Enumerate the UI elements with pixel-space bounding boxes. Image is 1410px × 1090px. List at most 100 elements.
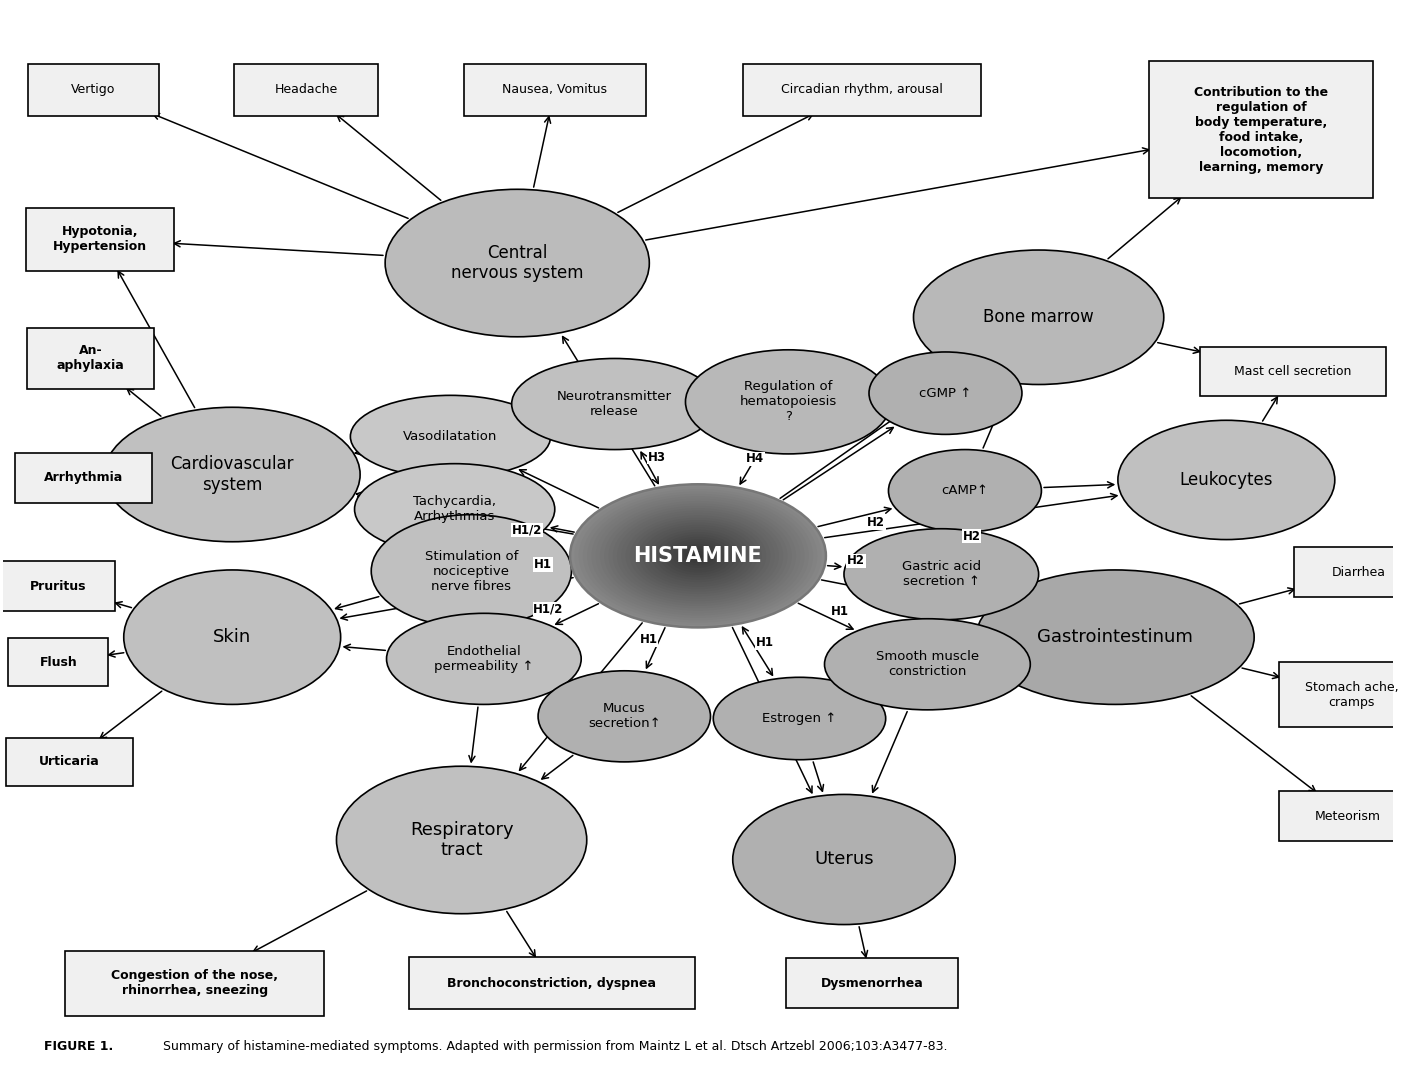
FancyBboxPatch shape bbox=[785, 958, 957, 1008]
FancyBboxPatch shape bbox=[27, 208, 173, 270]
Ellipse shape bbox=[639, 522, 757, 590]
Text: Gastrointestinum: Gastrointestinum bbox=[1038, 628, 1193, 646]
Text: Pruritus: Pruritus bbox=[30, 580, 86, 593]
Ellipse shape bbox=[618, 510, 778, 602]
Ellipse shape bbox=[647, 528, 749, 584]
FancyBboxPatch shape bbox=[1149, 61, 1373, 198]
Ellipse shape bbox=[673, 542, 723, 570]
Ellipse shape bbox=[613, 508, 784, 604]
Ellipse shape bbox=[371, 514, 571, 628]
Ellipse shape bbox=[656, 532, 740, 580]
Text: Stomach ache,
cramps: Stomach ache, cramps bbox=[1304, 680, 1399, 708]
Ellipse shape bbox=[630, 518, 766, 594]
Ellipse shape bbox=[694, 554, 702, 558]
Text: Contribution to the
regulation of
body temperature,
food intake,
locomotion,
lea: Contribution to the regulation of body t… bbox=[1194, 86, 1328, 173]
Text: Smooth muscle
constriction: Smooth muscle constriction bbox=[876, 651, 979, 678]
Ellipse shape bbox=[677, 544, 719, 568]
Text: An-
aphylaxia: An- aphylaxia bbox=[56, 344, 124, 373]
Text: Estrogen ↑: Estrogen ↑ bbox=[763, 712, 836, 725]
FancyBboxPatch shape bbox=[234, 63, 378, 116]
FancyBboxPatch shape bbox=[743, 63, 981, 116]
Ellipse shape bbox=[681, 546, 715, 566]
FancyBboxPatch shape bbox=[6, 738, 134, 786]
Text: Central
nervous system: Central nervous system bbox=[451, 244, 584, 282]
Ellipse shape bbox=[845, 529, 1039, 620]
FancyBboxPatch shape bbox=[28, 63, 158, 116]
Ellipse shape bbox=[689, 552, 706, 560]
Ellipse shape bbox=[622, 513, 774, 598]
FancyBboxPatch shape bbox=[65, 950, 324, 1016]
Ellipse shape bbox=[603, 504, 792, 608]
Text: Tachycardia,
Arrhythmias: Tachycardia, Arrhythmias bbox=[413, 495, 496, 523]
Text: Flush: Flush bbox=[39, 655, 78, 668]
Text: Leukocytes: Leukocytes bbox=[1180, 471, 1273, 489]
Text: Endothelial
permeability ↑: Endothelial permeability ↑ bbox=[434, 645, 533, 673]
Text: HISTAMINE: HISTAMINE bbox=[633, 546, 763, 566]
Text: Circadian rhythm, arousal: Circadian rhythm, arousal bbox=[781, 83, 943, 96]
Text: Mucus
secretion↑: Mucus secretion↑ bbox=[588, 702, 661, 730]
Text: Urticaria: Urticaria bbox=[39, 755, 100, 768]
Ellipse shape bbox=[570, 484, 826, 628]
Text: H4: H4 bbox=[746, 452, 764, 465]
Ellipse shape bbox=[685, 350, 891, 453]
Ellipse shape bbox=[354, 463, 554, 555]
Ellipse shape bbox=[337, 766, 587, 913]
Text: H3: H3 bbox=[647, 450, 666, 463]
Text: H1/2: H1/2 bbox=[512, 523, 543, 536]
Ellipse shape bbox=[888, 449, 1042, 532]
Ellipse shape bbox=[587, 494, 809, 618]
Text: H1: H1 bbox=[756, 637, 774, 649]
Text: H1: H1 bbox=[832, 605, 849, 618]
FancyBboxPatch shape bbox=[409, 957, 695, 1009]
Text: Mast cell secretion: Mast cell secretion bbox=[1234, 365, 1352, 378]
Text: Stimulation of
nociceptive
nerve fibres: Stimulation of nociceptive nerve fibres bbox=[424, 549, 517, 593]
Ellipse shape bbox=[385, 190, 650, 337]
Ellipse shape bbox=[626, 516, 770, 596]
Text: Neurotransmitter
release: Neurotransmitter release bbox=[557, 390, 673, 419]
Text: cGMP ↑: cGMP ↑ bbox=[919, 387, 971, 400]
Text: Gastric acid
secretion ↑: Gastric acid secretion ↑ bbox=[902, 560, 981, 589]
Text: H2: H2 bbox=[847, 555, 864, 567]
Text: Summary of histamine-mediated symptoms. Adapted with permission from Maintz L et: Summary of histamine-mediated symptoms. … bbox=[162, 1040, 948, 1053]
Ellipse shape bbox=[664, 536, 732, 574]
Text: Headache: Headache bbox=[275, 83, 337, 96]
FancyBboxPatch shape bbox=[1279, 662, 1410, 727]
Ellipse shape bbox=[539, 670, 711, 762]
Ellipse shape bbox=[1118, 421, 1335, 540]
Text: Uterus: Uterus bbox=[814, 850, 874, 869]
Text: Nausea, Vomitus: Nausea, Vomitus bbox=[502, 83, 608, 96]
FancyBboxPatch shape bbox=[27, 328, 154, 389]
Text: H1/2: H1/2 bbox=[533, 603, 564, 616]
Ellipse shape bbox=[578, 489, 818, 622]
FancyBboxPatch shape bbox=[16, 452, 151, 502]
Ellipse shape bbox=[591, 496, 805, 616]
Ellipse shape bbox=[574, 486, 822, 625]
Text: Bronchoconstriction, dyspnea: Bronchoconstriction, dyspnea bbox=[447, 977, 657, 990]
Text: Meteorism: Meteorism bbox=[1314, 810, 1380, 823]
Text: H1: H1 bbox=[534, 558, 553, 571]
Ellipse shape bbox=[660, 534, 736, 578]
Ellipse shape bbox=[595, 498, 801, 613]
Ellipse shape bbox=[685, 548, 711, 564]
FancyBboxPatch shape bbox=[1200, 347, 1386, 397]
FancyBboxPatch shape bbox=[1279, 791, 1410, 841]
Text: Respiratory
tract: Respiratory tract bbox=[410, 821, 513, 859]
Text: Regulation of
hematopoiesis
?: Regulation of hematopoiesis ? bbox=[740, 380, 838, 423]
Text: Hypotonia,
Hypertension: Hypotonia, Hypertension bbox=[54, 226, 147, 253]
Ellipse shape bbox=[124, 570, 341, 704]
Ellipse shape bbox=[634, 520, 761, 592]
Ellipse shape bbox=[609, 506, 788, 606]
Text: Diarrhea: Diarrhea bbox=[1331, 566, 1386, 579]
Text: FIGURE 1.: FIGURE 1. bbox=[45, 1040, 114, 1053]
Text: Cardiovascular
system: Cardiovascular system bbox=[171, 456, 293, 494]
Ellipse shape bbox=[825, 619, 1031, 710]
Ellipse shape bbox=[713, 677, 885, 760]
Ellipse shape bbox=[512, 359, 718, 449]
Text: H2: H2 bbox=[867, 517, 885, 530]
Ellipse shape bbox=[104, 408, 360, 542]
Ellipse shape bbox=[976, 570, 1253, 704]
Text: Dysmenorrhea: Dysmenorrhea bbox=[821, 977, 924, 990]
FancyBboxPatch shape bbox=[464, 63, 646, 116]
Text: Vasodilatation: Vasodilatation bbox=[403, 431, 498, 443]
FancyBboxPatch shape bbox=[8, 639, 109, 686]
